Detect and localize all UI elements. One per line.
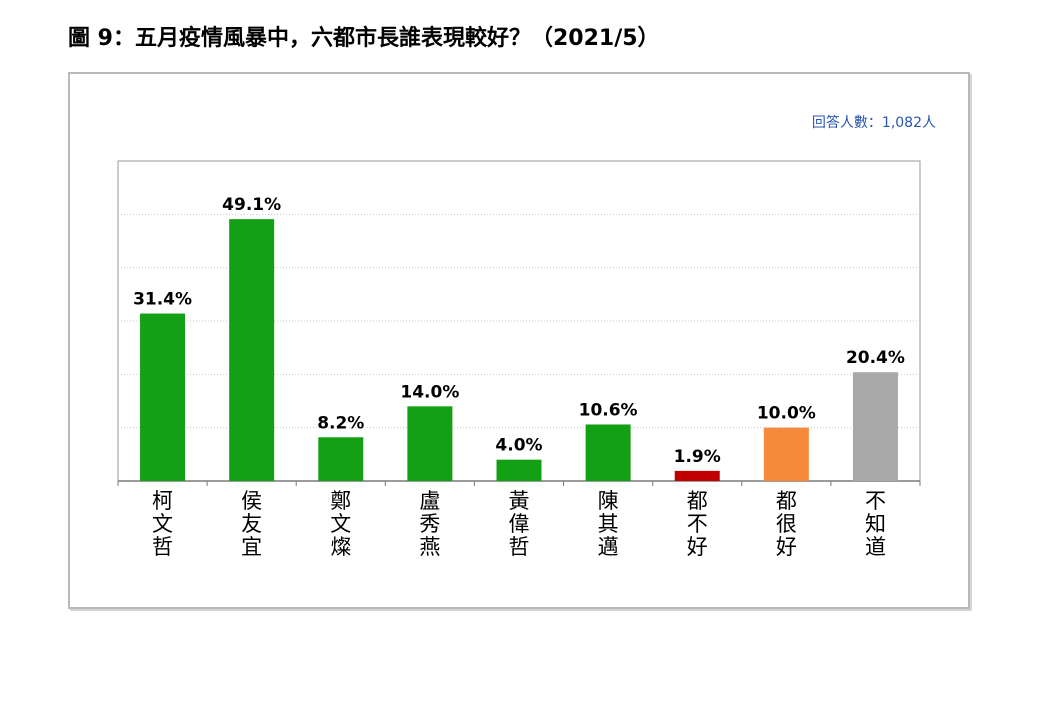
category-label-6: 陳其邁 bbox=[598, 489, 619, 559]
bar-4 bbox=[407, 406, 453, 481]
category-label-4: 盧秀燕 bbox=[419, 489, 440, 559]
data-label-7: 1.9% bbox=[674, 447, 721, 467]
data-label-2: 49.1% bbox=[222, 195, 281, 215]
data-label-3: 8.2% bbox=[317, 413, 364, 433]
bar-6 bbox=[585, 424, 631, 481]
category-label-5: 黃偉哲 bbox=[509, 489, 530, 559]
category-label-9: 不知道 bbox=[865, 489, 886, 559]
category-label-2: 侯友宜 bbox=[241, 489, 262, 559]
category-label-1: 柯文哲 bbox=[152, 489, 173, 559]
bar-8 bbox=[763, 427, 809, 481]
data-label-1: 31.4% bbox=[133, 290, 192, 310]
category-label-7: 都不好 bbox=[687, 489, 708, 559]
data-label-5: 4.0% bbox=[495, 436, 542, 456]
data-label-9: 20.4% bbox=[846, 348, 905, 368]
bar-2 bbox=[229, 219, 275, 481]
bar-9 bbox=[852, 372, 898, 481]
bar-5 bbox=[496, 459, 542, 481]
data-label-6: 10.6% bbox=[579, 400, 638, 420]
category-label-3: 鄭文燦 bbox=[330, 489, 351, 559]
bar-3 bbox=[318, 437, 364, 481]
chart-title: 圖 9：五月疫情風暴中，六都市長誰表現較好？（2021/5） bbox=[68, 26, 660, 51]
respondent-count: 回答人數：1,082人 bbox=[811, 115, 936, 131]
data-label-8: 10.0% bbox=[757, 404, 816, 424]
data-label-4: 14.0% bbox=[400, 382, 459, 402]
category-label-8: 都很好 bbox=[776, 489, 797, 559]
bar-7 bbox=[674, 470, 720, 481]
bar-1 bbox=[140, 313, 186, 481]
